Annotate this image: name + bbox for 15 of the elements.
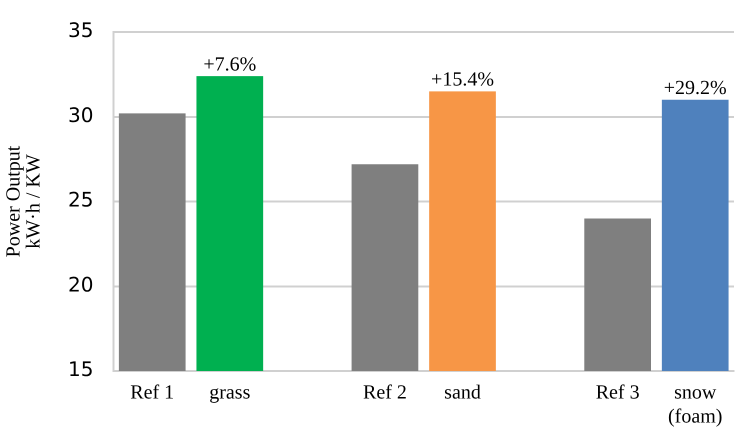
x-tick-label: grass — [209, 381, 251, 404]
y-tick-label: 35 — [68, 18, 94, 42]
x-tick-label: Ref 1 — [130, 381, 174, 404]
y-tick-label: 30 — [68, 102, 94, 127]
y-axis-title: Power Output kW·h / KW — [2, 145, 44, 258]
x-tick-label: Ref 2 — [362, 381, 407, 404]
y-tick-label: 20 — [68, 272, 94, 296]
x-tick-label: sand — [444, 381, 481, 404]
y-tick-label: 25 — [68, 188, 94, 212]
y-tick-label: 15 — [68, 357, 94, 382]
annotation: +7.6% — [203, 53, 256, 76]
annotation: +15.4% — [431, 68, 494, 91]
x-tick-label: snow (foam) — [668, 381, 722, 428]
x-tick-label: Ref 3 — [596, 381, 640, 404]
annotation: +29.2% — [664, 77, 727, 100]
